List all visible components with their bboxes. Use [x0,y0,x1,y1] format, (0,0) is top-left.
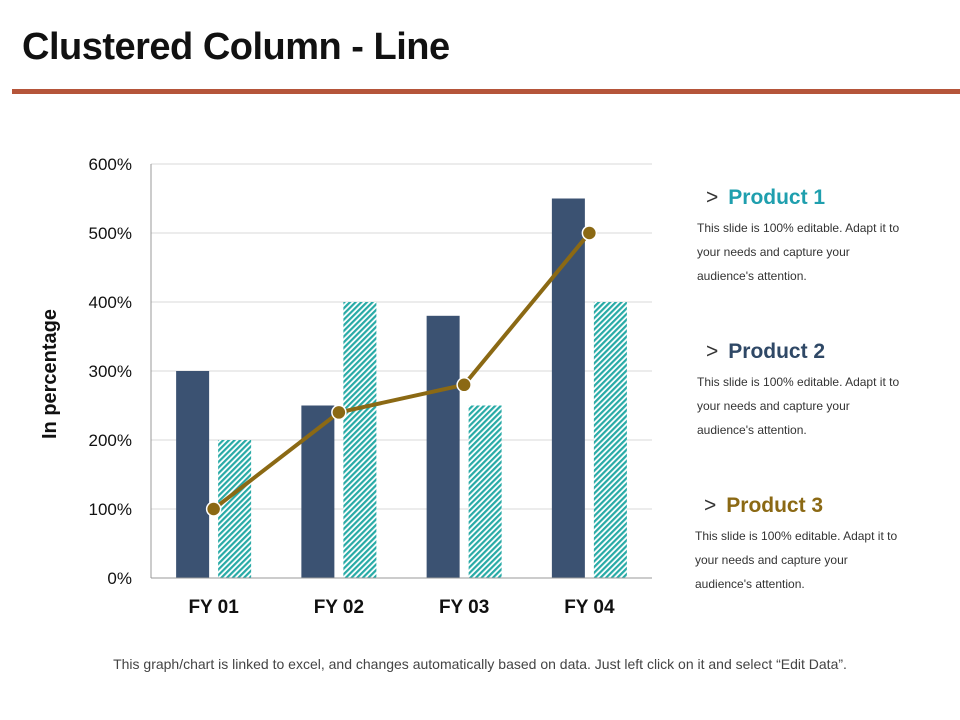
axes: 0% 100% 200% 300% 400% 500% 600% FY 01 FY 02 FY 0… [89,155,652,618]
y-tick-label: 100% [89,500,132,519]
bar-product-1[interactable] [426,315,460,578]
bar-product-2[interactable] [593,302,627,578]
page-title: Clustered Column - Line [22,26,450,68]
x-tick-label: FY 03 [439,597,489,618]
chevron-right-icon: > [704,494,717,517]
legend-product-2: > Product 2 This slide is 100% editable.… [697,340,960,442]
bar-product-2[interactable] [343,302,377,578]
legend-desc-line: audience's attention. [697,269,807,283]
legend-desc-line: your needs and capture your [697,399,850,413]
legend-title-product-1: Product 1 [728,186,826,209]
y-tick-label: 300% [89,362,132,381]
bar-product-1[interactable] [301,405,335,579]
title-divider [12,89,960,94]
y-tick-label: 200% [89,431,132,450]
line-point-product-3[interactable] [581,225,598,241]
line-product-3[interactable] [212,231,591,511]
y-tick-label: 400% [89,293,132,312]
legend-desc-line: your needs and capture your [697,245,850,259]
line-point-product-3[interactable] [456,377,472,393]
y-tick-label: 500% [89,224,132,243]
x-tick-label: FY 02 [314,597,364,618]
legend-desc-line: This slide is 100% editable. Adapt it to [695,529,898,543]
y-tick-label: 0% [107,569,132,588]
bar-series [176,198,627,579]
bar-product-1[interactable] [176,371,210,578]
bar-product-2[interactable] [468,405,502,579]
bar-product-1[interactable] [551,198,585,579]
chevron-right-icon: > [706,340,719,363]
bar-product-2[interactable] [218,440,252,578]
legend-title-product-3: Product 3 [726,494,824,517]
y-axis-label: In percentage [39,309,61,439]
legend-title-product-2: Product 2 [728,340,826,363]
legend-desc-line: audience's attention. [695,577,805,591]
legend-desc-line: your needs and capture your [695,553,848,567]
x-tick-label: FY 01 [188,597,239,618]
x-tick-label: FY 04 [564,597,615,618]
legend-product-1: > Product 1 This slide is 100% editable.… [697,186,960,288]
chevron-right-icon: > [706,186,719,209]
legend-description: This slide is 100% editable. Adapt it to… [695,524,923,596]
footer-note: This graph/chart is linked to excel, and… [113,656,847,672]
legend-desc-line: This slide is 100% editable. Adapt it to [697,375,900,389]
legend-desc-line: audience's attention. [697,423,807,437]
legend-product-3: > Product 3 This slide is 100% editable.… [695,494,960,596]
legend-description: This slide is 100% editable. Adapt it to… [697,370,925,442]
line-point-product-3[interactable] [331,404,347,421]
legend-description: This slide is 100% editable. Adapt it to… [697,216,925,288]
line-series [205,225,598,517]
legend-desc-line: This slide is 100% editable. Adapt it to [697,221,900,235]
y-tick-label: 600% [89,155,132,174]
line-point-product-3[interactable] [205,501,222,517]
